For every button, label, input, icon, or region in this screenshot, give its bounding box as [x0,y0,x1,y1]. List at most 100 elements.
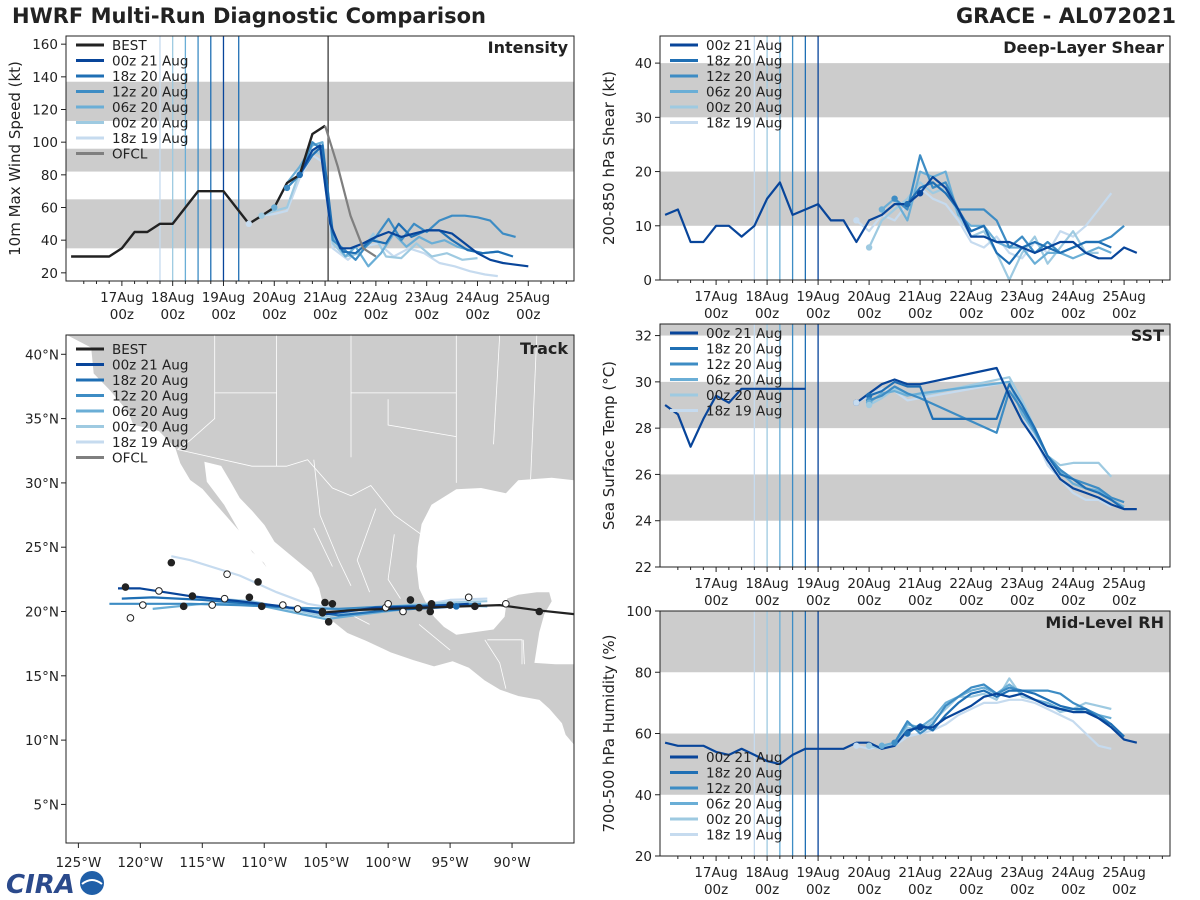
x-tick-hour: 00z [1061,882,1085,898]
political-border [177,449,424,536]
x-tick-hour: 00z [908,306,932,322]
x-tick-hour: 00z [364,307,388,323]
legend-label: 00z 21 Aug [112,358,188,374]
political-border [487,639,523,665]
track-position-marker [324,617,333,626]
track-position-marker [220,594,229,603]
chart-title: Mid-Level RH [1045,613,1164,632]
run-start-dot [865,401,873,409]
political-border [356,508,377,593]
chart-title: Intensity [488,38,569,57]
legend-label: 18z 19 Aug [706,828,782,844]
series-line [855,366,1137,511]
track-position-marker [502,599,510,608]
x-tick-day: 17Aug [100,290,144,306]
legend-label: 18z 20 Aug [706,342,782,358]
x-tick-day: 22Aug [949,289,993,305]
run-start-dot [904,200,911,208]
x-tick-day: 25Aug [507,290,551,306]
x-tick-hour: 00z [1061,306,1085,322]
y-tick-label: 20 [635,849,652,865]
legend-label: 12z 20 Aug [112,85,188,101]
track-position-marker [126,614,135,622]
x-tick-hour: 00z [857,306,881,322]
y-tick-label: 20 [635,165,652,181]
chart-title: Deep-Layer Shear [1003,38,1164,57]
track-position-marker [293,605,302,613]
track-position-marker [446,601,454,609]
x-tick-day: 25Aug [1102,865,1146,881]
legend-label: 18z 19 Aug [706,404,782,420]
legend-label: 06z 20 Aug [706,797,782,813]
y-tick-label: 0 [643,273,652,289]
x-tick-hour: 00z [755,882,779,898]
run-start-dot [853,742,860,749]
series-line [855,186,1113,260]
x-tick-hour: 00z [1010,306,1034,322]
x-tick-day: 17Aug [694,289,738,305]
x-tick-day: 23Aug [1000,865,1044,881]
best-track [319,603,574,616]
x-tick-day: 24Aug [1051,865,1095,881]
x-tick-day: 21Aug [898,289,942,305]
x-tick-hour: 00z [908,593,932,609]
x-tick-hour: 00z [262,307,286,323]
y-tick-label: 100 [32,135,58,151]
x-tick-hour: 00z [516,307,540,323]
y-tick-label: 100 [626,604,652,620]
series-line [893,683,1112,744]
y-tick-label: 120 [32,103,58,119]
x-tick-hour: 00z [110,307,134,323]
y-tick-label: 40 [635,788,652,804]
x-tick-day: 17Aug [694,576,738,592]
x-tick-day: 19Aug [796,576,840,592]
legend-label: OFCL [112,147,148,163]
chart-band [660,474,1170,521]
legend-label: 12z 20 Aug [706,781,782,797]
x-tick-hour: 00z [1112,882,1136,898]
y-tick-label: 40 [41,233,58,249]
legend-label: OFCL [112,451,148,467]
legend-label: 18z 19 Aug [706,116,782,132]
series-line [868,181,1099,280]
history-line [664,181,921,244]
political-border [387,534,401,599]
x-tick-day: 18Aug [151,290,195,306]
legend-label: 00z 20 Aug [706,100,782,116]
x-tick-day: 21Aug [898,865,942,881]
track-position-marker [279,601,287,609]
chart-frame [65,334,575,844]
chart-shear: 01020304017Aug00z18Aug00z19Aug00z20Aug00… [600,35,1171,322]
x-tick-hour: 00z [704,882,728,898]
chart-plot-area [660,324,1170,567]
lon-tick-label: 120°W [117,855,163,871]
x-tick-day: 22Aug [949,576,993,592]
x-tick-day: 17Aug [694,865,738,881]
x-tick-hour: 00z [755,593,779,609]
y-tick-label: 80 [635,665,652,681]
track-position-marker [328,599,337,608]
figure-title: HWRF Multi-Run Diagnostic Comparison [12,4,487,28]
x-tick-hour: 00z [806,593,830,609]
legend-label: 00z 20 Aug [112,420,188,436]
x-tick-day: 20Aug [847,289,891,305]
series-line [868,385,1125,504]
logo-swoosh-icon [81,879,103,885]
chart-band [660,324,1170,336]
x-tick-day: 24Aug [456,290,500,306]
run-start-dot [296,171,303,179]
x-tick-day: 25Aug [1102,289,1146,305]
y-tick-label: 20 [41,266,58,282]
x-tick-hour: 00z [1010,882,1034,898]
run-start-dot [916,724,924,731]
run-start-dot [865,742,873,749]
run-start-dot [853,399,860,406]
y-tick-label: 60 [41,201,58,217]
chart-band [660,63,1170,118]
lat-tick-label: 20°N [25,605,59,621]
chart-intensity: 2040608010012014016017Aug00z18Aug00z19Au… [6,35,575,323]
x-tick-hour: 00z [857,882,881,898]
x-tick-day: 25Aug [1102,576,1146,592]
y-tick-label: 30 [635,110,652,126]
